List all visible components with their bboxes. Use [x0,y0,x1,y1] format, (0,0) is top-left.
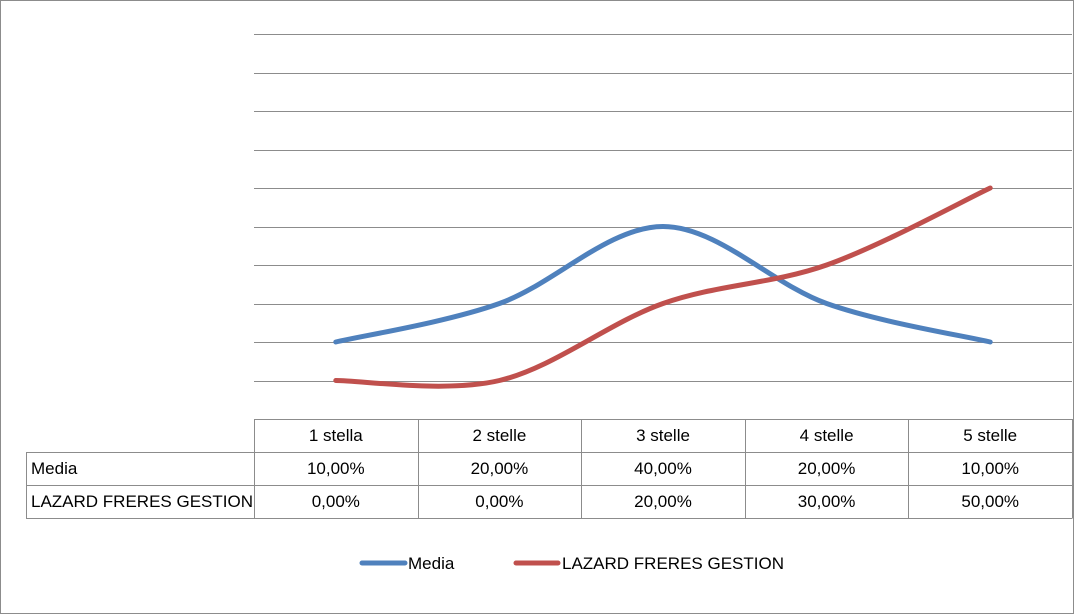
category-label: 5 stelle [963,426,1017,445]
category-label: 2 stelle [472,426,526,445]
data-label: 50,00% [961,492,1019,511]
legend-label: LAZARD FRERES GESTION [562,554,784,573]
data-label: 0,00% [475,492,523,511]
category-label: 4 stelle [800,426,854,445]
data-label: 20,00% [471,459,529,478]
legend-label: Media [408,554,455,573]
series-name-label: LAZARD FRERES GESTION [31,492,253,511]
data-label: 20,00% [798,459,856,478]
data-label: 20,00% [634,492,692,511]
data-label: 30,00% [798,492,856,511]
data-label: 40,00% [634,459,692,478]
category-label: 3 stelle [636,426,690,445]
series-line-0 [333,224,993,345]
data-label: 10,00% [961,459,1019,478]
category-label: 1 stella [309,426,363,445]
data-label: 10,00% [307,459,365,478]
series-name-label: Media [31,459,78,478]
data-label: 0,00% [312,492,360,511]
series-line-1 [333,185,993,389]
